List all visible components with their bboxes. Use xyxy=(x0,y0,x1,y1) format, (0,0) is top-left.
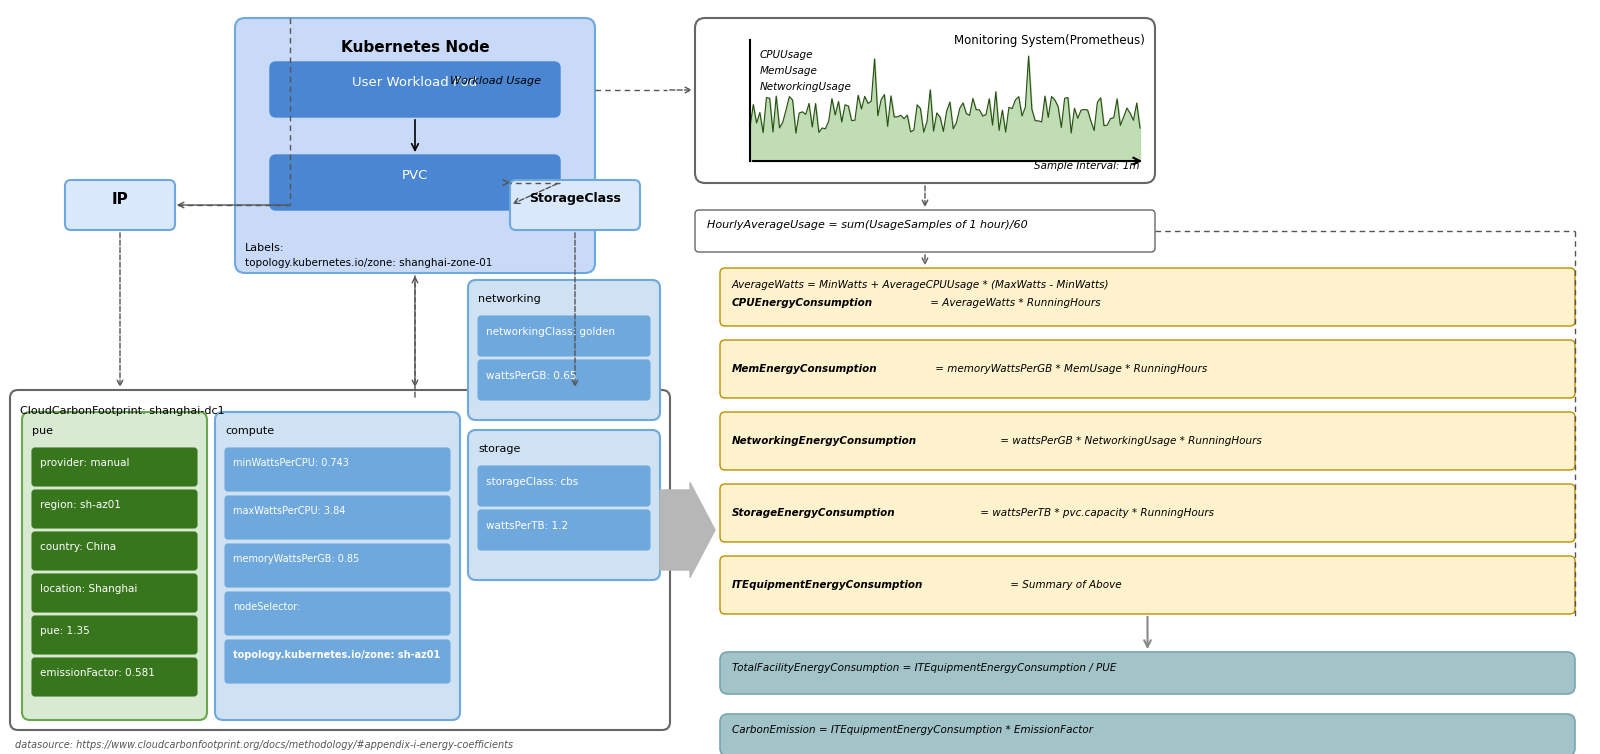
Text: topology.kubernetes.io/zone: shanghai-zone-01: topology.kubernetes.io/zone: shanghai-zo… xyxy=(245,258,493,268)
FancyBboxPatch shape xyxy=(22,412,206,720)
Text: region: sh-az01: region: sh-az01 xyxy=(40,500,122,510)
FancyBboxPatch shape xyxy=(694,210,1155,252)
Text: memoryWattsPerGB: 0.85: memoryWattsPerGB: 0.85 xyxy=(234,554,360,564)
Text: PVC: PVC xyxy=(402,169,429,182)
Text: networking: networking xyxy=(478,294,541,304)
Text: emissionFactor: 0.581: emissionFactor: 0.581 xyxy=(40,668,155,678)
Text: StorageClass: StorageClass xyxy=(530,192,621,205)
Text: CPUEnergyConsumption: CPUEnergyConsumption xyxy=(733,298,874,308)
FancyBboxPatch shape xyxy=(720,412,1574,470)
FancyBboxPatch shape xyxy=(720,268,1574,326)
FancyBboxPatch shape xyxy=(467,430,661,580)
FancyBboxPatch shape xyxy=(694,18,1155,183)
FancyBboxPatch shape xyxy=(235,18,595,273)
Text: NetworkingEnergyConsumption: NetworkingEnergyConsumption xyxy=(733,436,917,446)
Text: networkingClass: golden: networkingClass: golden xyxy=(486,327,614,337)
Text: Sample Interval: 1m: Sample Interval: 1m xyxy=(1035,161,1139,171)
FancyBboxPatch shape xyxy=(226,496,450,539)
FancyBboxPatch shape xyxy=(32,448,197,486)
FancyBboxPatch shape xyxy=(32,658,197,696)
Text: provider: manual: provider: manual xyxy=(40,458,130,468)
Text: wattsPerGB: 0.65: wattsPerGB: 0.65 xyxy=(486,371,576,381)
FancyArrow shape xyxy=(661,483,715,578)
Text: topology.kubernetes.io/zone: sh-az01: topology.kubernetes.io/zone: sh-az01 xyxy=(234,650,440,660)
Text: CPUUsage: CPUUsage xyxy=(760,50,813,60)
FancyBboxPatch shape xyxy=(226,544,450,587)
FancyBboxPatch shape xyxy=(214,412,461,720)
Text: = wattsPerTB * pvc.capacity * RunningHours: = wattsPerTB * pvc.capacity * RunningHou… xyxy=(978,508,1214,518)
Text: StorageEnergyConsumption: StorageEnergyConsumption xyxy=(733,508,896,518)
Text: User Workload Pod: User Workload Pod xyxy=(352,76,477,89)
FancyBboxPatch shape xyxy=(478,316,650,356)
Text: = memoryWattsPerGB * MemUsage * RunningHours: = memoryWattsPerGB * MemUsage * RunningH… xyxy=(931,364,1208,374)
FancyBboxPatch shape xyxy=(226,448,450,491)
Text: storageClass: cbs: storageClass: cbs xyxy=(486,477,578,487)
Text: ITEquipmentEnergyConsumption: ITEquipmentEnergyConsumption xyxy=(733,580,923,590)
Text: CarbonEmission = ITEquipmentEnergyConsumption * EmissionFactor: CarbonEmission = ITEquipmentEnergyConsum… xyxy=(733,725,1093,735)
Text: datasource: https://www.cloudcarbonfootprint.org/docs/methodology/#appendix-i-en: datasource: https://www.cloudcarbonfootp… xyxy=(14,740,514,750)
FancyBboxPatch shape xyxy=(270,155,560,210)
Text: IP: IP xyxy=(112,192,128,207)
Text: wattsPerTB: 1.2: wattsPerTB: 1.2 xyxy=(486,521,568,531)
FancyBboxPatch shape xyxy=(720,340,1574,398)
Text: compute: compute xyxy=(226,426,274,436)
Text: country: China: country: China xyxy=(40,542,117,552)
Text: MemUsage: MemUsage xyxy=(760,66,818,76)
FancyBboxPatch shape xyxy=(226,592,450,635)
FancyBboxPatch shape xyxy=(270,62,560,117)
Text: Workload Usage: Workload Usage xyxy=(450,76,541,86)
FancyBboxPatch shape xyxy=(510,180,640,230)
Text: nodeSelector:: nodeSelector: xyxy=(234,602,301,612)
FancyBboxPatch shape xyxy=(32,616,197,654)
Text: TotalFacilityEnergyConsumption = ITEquipmentEnergyConsumption / PUE: TotalFacilityEnergyConsumption = ITEquip… xyxy=(733,663,1117,673)
Text: CloudCarbonFootprint: shanghai-dc1: CloudCarbonFootprint: shanghai-dc1 xyxy=(19,406,224,416)
FancyBboxPatch shape xyxy=(32,574,197,612)
FancyBboxPatch shape xyxy=(10,390,670,730)
FancyBboxPatch shape xyxy=(478,510,650,550)
Text: maxWattsPerCPU: 3.84: maxWattsPerCPU: 3.84 xyxy=(234,506,346,516)
Text: = AverageWatts * RunningHours: = AverageWatts * RunningHours xyxy=(926,298,1101,308)
Text: = Summary of Above: = Summary of Above xyxy=(1006,580,1122,590)
FancyBboxPatch shape xyxy=(478,466,650,506)
Text: pue: pue xyxy=(32,426,53,436)
Text: Monitoring System(Prometheus): Monitoring System(Prometheus) xyxy=(954,34,1146,47)
FancyBboxPatch shape xyxy=(467,280,661,420)
Text: = wattsPerGB * NetworkingUsage * RunningHours: = wattsPerGB * NetworkingUsage * Running… xyxy=(997,436,1262,446)
FancyBboxPatch shape xyxy=(720,652,1574,694)
Text: AverageWatts = MinWatts + AverageCPUUsage * (MaxWatts - MinWatts): AverageWatts = MinWatts + AverageCPUUsag… xyxy=(733,280,1109,290)
FancyBboxPatch shape xyxy=(720,484,1574,542)
Text: NetworkingUsage: NetworkingUsage xyxy=(760,82,851,92)
FancyBboxPatch shape xyxy=(66,180,174,230)
FancyBboxPatch shape xyxy=(226,640,450,683)
Text: minWattsPerCPU: 0.743: minWattsPerCPU: 0.743 xyxy=(234,458,349,468)
Text: Labels:: Labels: xyxy=(245,243,285,253)
FancyBboxPatch shape xyxy=(720,714,1574,754)
Text: location: Shanghai: location: Shanghai xyxy=(40,584,138,594)
FancyBboxPatch shape xyxy=(720,556,1574,614)
Text: storage: storage xyxy=(478,444,520,454)
Text: HourlyAverageUsage = sum(UsageSamples of 1 hour)/60: HourlyAverageUsage = sum(UsageSamples of… xyxy=(707,220,1027,230)
Text: pue: 1.35: pue: 1.35 xyxy=(40,626,90,636)
Text: MemEnergyConsumption: MemEnergyConsumption xyxy=(733,364,878,374)
Text: Kubernetes Node: Kubernetes Node xyxy=(341,40,490,55)
FancyBboxPatch shape xyxy=(32,532,197,570)
FancyBboxPatch shape xyxy=(32,490,197,528)
FancyBboxPatch shape xyxy=(478,360,650,400)
